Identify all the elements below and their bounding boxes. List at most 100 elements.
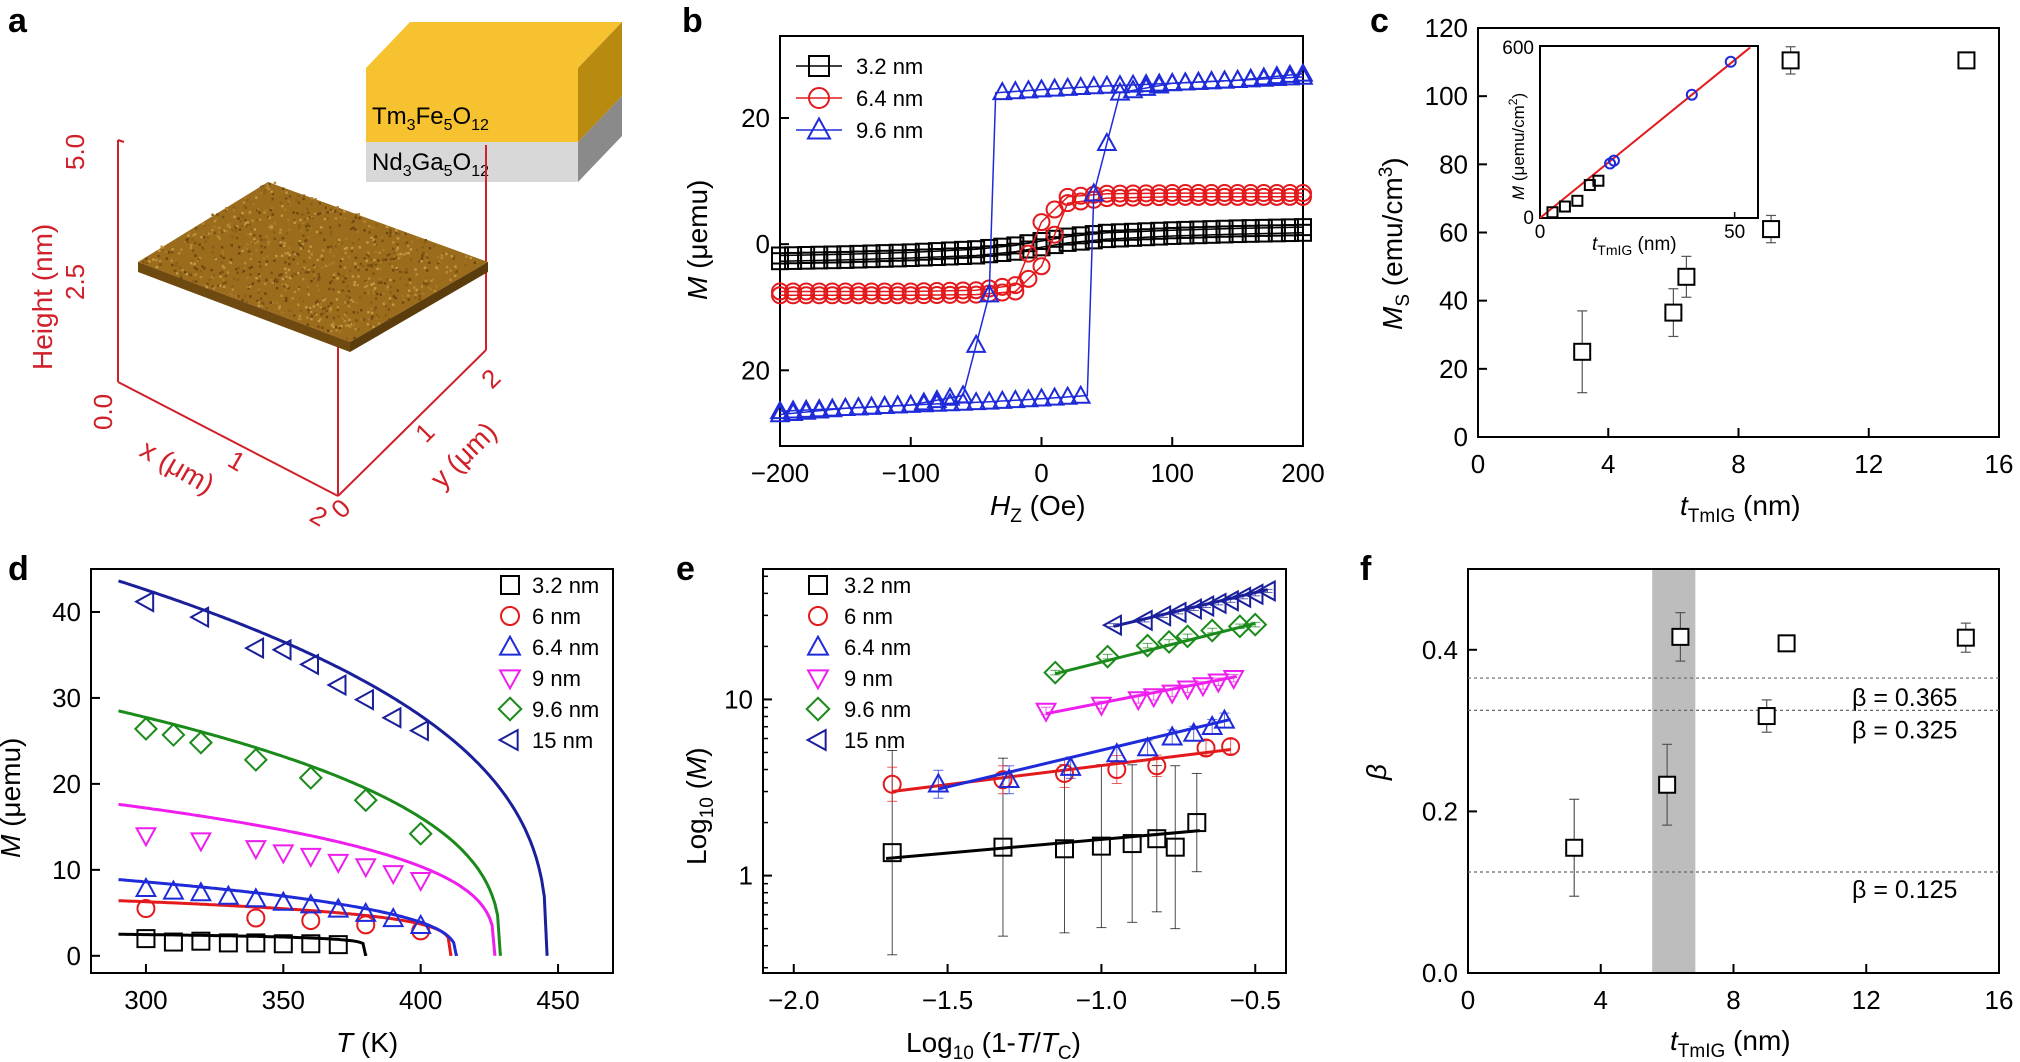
surface-grain: [235, 230, 238, 233]
data-point: [1227, 68, 1249, 88]
surface-grain: [221, 250, 225, 253]
data-point: [1136, 736, 1159, 757]
surface-grain: [188, 272, 191, 275]
surface-grain: [327, 305, 330, 308]
data-point: [353, 688, 374, 711]
data-point: [1124, 188, 1143, 207]
surface-grain: [212, 246, 215, 249]
surface-grain: [268, 216, 271, 219]
data-point: [993, 770, 1013, 790]
surface-grain: [379, 261, 382, 265]
surface-grain: [208, 278, 211, 282]
y-tick-label: 0: [756, 229, 770, 259]
surface-grain: [307, 268, 311, 272]
data-point: [965, 391, 987, 411]
afm-y-label: y (μm): [424, 416, 502, 494]
surface-grain: [218, 237, 221, 240]
surface-grain: [213, 225, 216, 228]
surface-grain: [373, 243, 376, 246]
y-axis-label: M (μemu): [682, 180, 713, 300]
legend-marker: [806, 669, 830, 691]
surface-grain: [385, 231, 389, 235]
axis-ticks: −2.0 −1.5 −1.0 −0.5 1 10: [724, 575, 1281, 1015]
surface-grain: [281, 277, 285, 281]
surface-grain: [334, 272, 337, 275]
surface-grain: [283, 208, 287, 211]
surface-grain: [371, 262, 375, 266]
plot-frame: [762, 568, 1287, 974]
surface-grain: [418, 295, 422, 298]
data-point: [246, 933, 266, 953]
surface-grain: [288, 257, 292, 260]
surface-grain: [258, 211, 261, 214]
surface-grain: [292, 251, 295, 254]
y-tick-label: 10: [52, 855, 81, 885]
surface-grain: [259, 297, 263, 300]
surface-grain: [330, 324, 334, 327]
surface-grain: [314, 198, 317, 201]
surface-grain: [325, 315, 329, 319]
data-point: [1254, 187, 1273, 206]
surface-grain: [299, 309, 303, 312]
surface-grain: [241, 249, 244, 253]
surface-grain: [330, 302, 333, 305]
surface-grain: [367, 255, 370, 258]
data-point: [354, 901, 377, 922]
surface-grain: [246, 221, 249, 224]
surface-grain: [292, 211, 295, 214]
inset-plot: 0 50 0 600 tTmIG (nm) M (μemu/cm2): [1502, 38, 1759, 258]
surface-grain: [337, 325, 340, 328]
surface-grain: [432, 244, 436, 248]
surface-grain: [424, 279, 427, 283]
surface-grain: [231, 288, 234, 291]
surface-grain: [417, 290, 421, 294]
surface-grain: [248, 250, 251, 253]
surface-grain: [316, 284, 319, 287]
data-point: [993, 837, 1013, 857]
y-tick-label: 1: [739, 861, 753, 891]
surface-grain: [319, 302, 322, 305]
surface-grain: [242, 269, 245, 273]
surface-grain: [297, 241, 301, 245]
surface-grain: [264, 292, 267, 295]
surface-grain: [329, 208, 333, 212]
surface-grain: [310, 280, 313, 283]
surface-grain: [357, 268, 360, 272]
legend-label: 6.4 nm: [844, 635, 911, 660]
surface-grain: [300, 229, 303, 232]
surface-grain: [397, 232, 401, 235]
surface-grain: [270, 190, 273, 193]
surface-grain: [193, 262, 196, 266]
fit-line: [885, 829, 1200, 861]
data-point: [1004, 388, 1026, 409]
legend-marker: [805, 728, 827, 752]
legend: 3.2 nm 6 nm 6.4 nm 9 nm 9.6 nm 15 nm: [497, 573, 599, 753]
surface-grain: [329, 233, 332, 236]
panel-d-magnetization-vs-temperature: 300 350 400 450 0 10 20 30 40 3.2 nm 6 nm 6.4 nm 9 …: [0, 568, 614, 1058]
surface-grain: [224, 274, 228, 278]
panel-f-critical-exponent: β = 0.365 β = 0.325 β = 0.125 0 4 8 12 16 0.0 0.…: [1361, 568, 2013, 1062]
data-point: [1267, 224, 1286, 243]
surface-grain: [335, 298, 339, 301]
series-6-nm: [118, 899, 453, 957]
data-point: [797, 251, 816, 270]
surface-grain: [175, 264, 178, 267]
surface-grain: [206, 236, 209, 240]
surface-grain: [319, 318, 322, 321]
surface-grain: [395, 266, 398, 269]
legend-label: 15 nm: [532, 728, 593, 753]
surface-grain: [317, 319, 321, 323]
data-point: [1241, 187, 1260, 206]
surface-grain: [341, 317, 344, 320]
surface-grain: [344, 251, 347, 255]
x-tick-label: −0.5: [1230, 985, 1281, 1015]
surface-grain: [263, 192, 266, 195]
data-point: [1573, 342, 1592, 361]
surface-grain: [455, 270, 459, 273]
surface-grain: [393, 251, 396, 255]
surface-grain: [284, 243, 287, 246]
surface-grain: [415, 273, 418, 276]
data-point: [821, 398, 843, 418]
data-point: [1202, 225, 1221, 244]
surface-grain: [294, 273, 298, 276]
